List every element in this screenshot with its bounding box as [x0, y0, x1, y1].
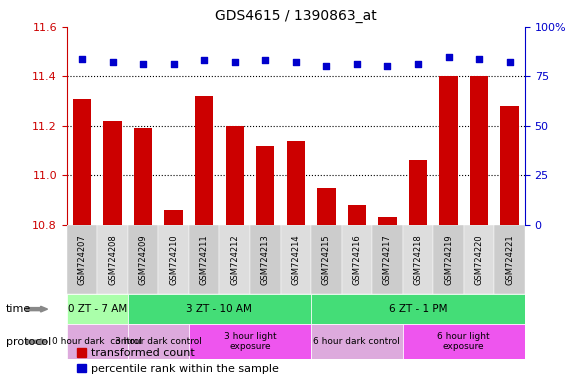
Text: GSM724216: GSM724216 [353, 234, 361, 285]
Bar [250, 225, 281, 294]
Bar [67, 324, 128, 359]
Text: 6 hour dark control: 6 hour dark control [313, 337, 400, 346]
Text: 6 hour light
exposure: 6 hour light exposure [437, 332, 490, 351]
Bar [103, 121, 122, 225]
Bar [226, 126, 244, 225]
Point [352, 61, 361, 68]
Bar [281, 225, 311, 294]
Text: 3 hour light
exposure: 3 hour light exposure [224, 332, 276, 351]
Text: time: time [6, 304, 31, 314]
Bar [189, 324, 311, 359]
Bar [128, 324, 189, 359]
Point [200, 58, 209, 64]
Bar [372, 225, 403, 294]
Text: 6 ZT - 1 PM: 6 ZT - 1 PM [389, 304, 447, 314]
Text: 0 hour dark  control: 0 hour dark control [52, 337, 142, 346]
Bar [128, 225, 158, 294]
Bar [165, 210, 183, 225]
Text: GSM724207: GSM724207 [78, 234, 86, 285]
Text: GSM724208: GSM724208 [108, 234, 117, 285]
Text: GSM724218: GSM724218 [414, 234, 422, 285]
Bar [134, 128, 152, 225]
Bar [97, 225, 128, 294]
Bar [67, 294, 128, 324]
Bar [433, 225, 464, 294]
Bar [195, 96, 213, 225]
Bar [67, 225, 97, 294]
Bar [378, 217, 397, 225]
Bar [128, 294, 311, 324]
Text: 3 ZT - 10 AM: 3 ZT - 10 AM [187, 304, 252, 314]
Bar [464, 225, 494, 294]
Bar [470, 76, 488, 225]
Bar [342, 225, 372, 294]
Legend: transformed count, percentile rank within the sample: transformed count, percentile rank withi… [72, 344, 284, 379]
Bar [501, 106, 519, 225]
Point [260, 58, 270, 64]
Text: GSM724209: GSM724209 [139, 234, 147, 285]
Text: 3 hour dark control: 3 hour dark control [115, 337, 202, 346]
Bar [409, 161, 427, 225]
Text: GSM724213: GSM724213 [261, 234, 270, 285]
Bar [256, 146, 274, 225]
Text: GSM724215: GSM724215 [322, 234, 331, 285]
Text: GSM724217: GSM724217 [383, 234, 392, 285]
Point [169, 61, 178, 68]
Bar [311, 294, 525, 324]
Point [291, 60, 300, 66]
Bar [494, 225, 525, 294]
Text: protocol: protocol [6, 337, 51, 347]
Bar [403, 225, 433, 294]
Text: GSM724219: GSM724219 [444, 234, 453, 285]
Bar [348, 205, 366, 225]
Bar [219, 225, 250, 294]
Text: GSM724214: GSM724214 [291, 234, 300, 285]
Bar [440, 76, 458, 225]
Point [383, 63, 392, 70]
Bar [73, 99, 91, 225]
Bar [403, 324, 525, 359]
Point [77, 55, 86, 61]
Point [444, 53, 453, 60]
Bar [311, 225, 342, 294]
Bar [158, 225, 189, 294]
Point [474, 55, 484, 61]
Point [322, 63, 331, 70]
Text: GSM724210: GSM724210 [169, 234, 178, 285]
Point [414, 61, 423, 68]
Point [230, 60, 240, 66]
Bar [317, 187, 335, 225]
Text: 0 ZT - 7 AM: 0 ZT - 7 AM [68, 304, 127, 314]
Title: GDS4615 / 1390863_at: GDS4615 / 1390863_at [215, 9, 376, 23]
Point [139, 61, 148, 68]
Bar [311, 324, 403, 359]
Bar [189, 225, 219, 294]
Text: GSM724212: GSM724212 [230, 234, 239, 285]
Point [505, 60, 514, 66]
Text: GSM724220: GSM724220 [474, 234, 484, 285]
Point [108, 60, 117, 66]
Text: GSM724221: GSM724221 [505, 234, 514, 285]
Text: GSM724211: GSM724211 [200, 234, 209, 285]
Bar [287, 141, 305, 225]
